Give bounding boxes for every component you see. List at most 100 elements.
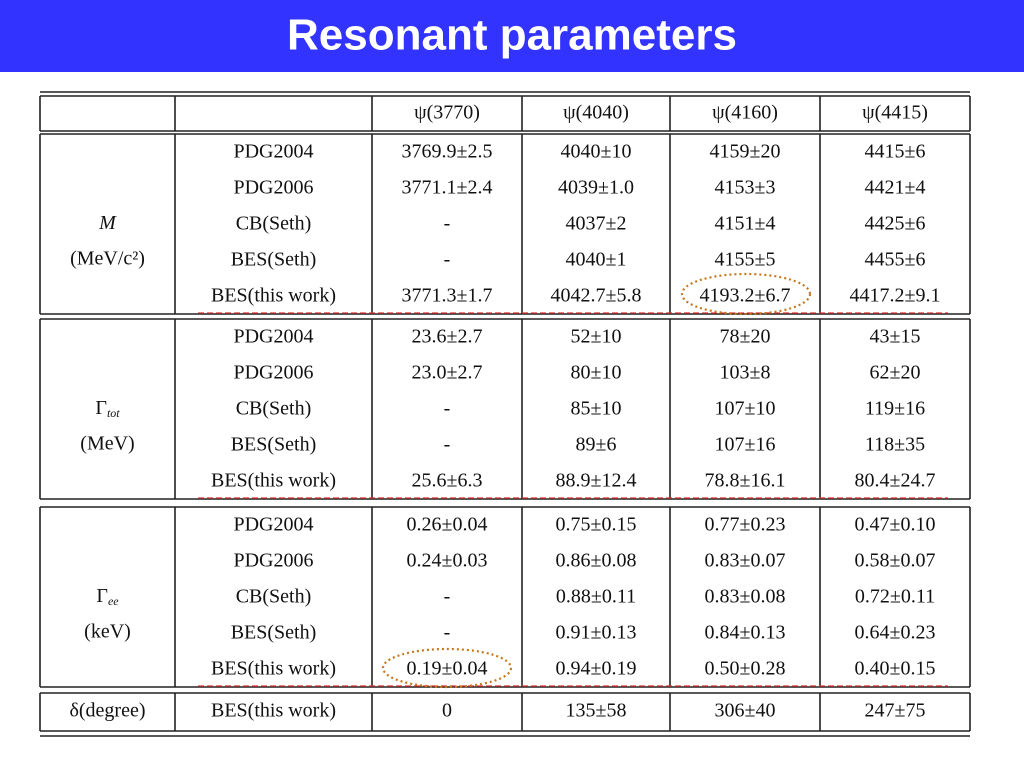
cell-value: 118±35 <box>865 434 925 456</box>
cell-value: 0.84±0.13 <box>705 622 786 644</box>
row-group-unit: (MeV) <box>80 433 134 455</box>
row-group-unit: (keV) <box>84 621 131 643</box>
cell-value: 88.9±12.4 <box>556 470 637 492</box>
cell-value: 78.8±16.1 <box>705 470 786 492</box>
cell-value: 85±10 <box>571 398 622 420</box>
row-label: δ(degree) <box>69 700 145 722</box>
source-label: BES(Seth) <box>231 622 317 644</box>
cell-value: 4040±1 <box>566 249 627 271</box>
cell-value: 43±15 <box>870 326 921 348</box>
table: ψ(3770) ψ(4040) ψ(4160) ψ(4415) M (MeV/c²) PDG… <box>39 91 971 737</box>
cell-value: 4155±5 <box>715 249 776 271</box>
row-group-label: M <box>98 212 117 234</box>
cell-value: - <box>444 434 451 456</box>
cell-value: 0.83±0.08 <box>705 586 786 608</box>
cell-value: 3769.9±2.5 <box>402 141 493 163</box>
cell-value: 25.6±6.3 <box>412 470 483 492</box>
column-header: ψ(4160) <box>712 102 778 124</box>
cell-value: - <box>444 586 451 608</box>
subscript: ee <box>108 594 119 608</box>
cell-value: 4159±20 <box>710 141 781 163</box>
row-group-unit: (MeV/c²) <box>70 248 145 270</box>
cell-value: 135±58 <box>566 700 627 722</box>
cell-value: 52±10 <box>571 326 622 348</box>
source-label: PDG2006 <box>233 177 313 199</box>
cell-value: 4193.2±6.7 <box>700 285 791 307</box>
cell-value: 4415±6 <box>865 141 926 163</box>
cell-value: 4455±6 <box>865 249 926 271</box>
subscript: tot <box>107 406 120 420</box>
cell-value: 3771.1±2.4 <box>402 177 493 199</box>
source-label: BES(Seth) <box>231 434 317 456</box>
cell-value: 119±16 <box>865 398 925 420</box>
cell-value: 89±6 <box>576 434 617 456</box>
source-label: PDG2006 <box>233 550 313 572</box>
cell-value: 0.75±0.15 <box>556 514 637 536</box>
cell-value: 4417.2±9.1 <box>850 285 941 307</box>
row-group-label: Γtot <box>95 397 120 420</box>
cell-value: - <box>444 398 451 420</box>
cell-value: 0.58±0.07 <box>855 550 936 572</box>
cell-value: 0.47±0.10 <box>855 514 936 536</box>
cell-value: 0.72±0.11 <box>855 586 935 608</box>
cell-value: 0.83±0.07 <box>705 550 786 572</box>
cell-value: 23.0±2.7 <box>412 362 483 384</box>
slide-title: Resonant parameters <box>287 11 737 60</box>
cell-value: 0.91±0.13 <box>556 622 637 644</box>
cell-value: 3771.3±1.7 <box>402 285 493 307</box>
cell-value: 4425±6 <box>865 213 926 235</box>
cell-value: 4037±2 <box>566 213 627 235</box>
cell-value: 80±10 <box>571 362 622 384</box>
cell-value: - <box>444 213 451 235</box>
cell-value: 80.4±24.7 <box>855 470 936 492</box>
cell-value: 0.64±0.23 <box>855 622 936 644</box>
column-header: ψ(3770) <box>414 102 480 124</box>
source-label: BES(this work) <box>211 285 336 307</box>
column-header: ψ(4415) <box>862 102 928 124</box>
cell-value: 4421±4 <box>865 177 926 199</box>
cell-value: 0.50±0.28 <box>705 658 786 680</box>
source-label: BES(this work) <box>211 700 336 722</box>
source-label: CB(Seth) <box>236 213 312 235</box>
source-label: BES(Seth) <box>231 249 317 271</box>
cell-value: 107±16 <box>715 434 776 456</box>
row-group-label: Γee <box>96 585 119 608</box>
cell-value: 0.19±0.04 <box>407 658 488 680</box>
source-label: CB(Seth) <box>236 586 312 608</box>
cell-value: 0.86±0.08 <box>556 550 637 572</box>
cell-value: 4153±3 <box>715 177 776 199</box>
source-label: BES(this work) <box>211 658 336 680</box>
column-header: ψ(4040) <box>563 102 629 124</box>
cell-value: 0.88±0.11 <box>556 586 636 608</box>
cell-value: 107±10 <box>715 398 776 420</box>
cell-value: 103±8 <box>720 362 771 384</box>
cell-value: 4040±10 <box>561 141 632 163</box>
cell-value: 4042.7±5.8 <box>551 285 642 307</box>
cell-value: 247±75 <box>865 700 926 722</box>
title-bar <box>0 0 1024 72</box>
symbol: Γ <box>95 397 107 419</box>
cell-value: 0 <box>442 700 452 722</box>
cell-value: 0.26±0.04 <box>407 514 488 536</box>
symbol: Γ <box>96 585 108 607</box>
cell-value: 0.77±0.23 <box>705 514 786 536</box>
source-label: PDG2006 <box>233 362 313 384</box>
cell-value: 23.6±2.7 <box>412 326 483 348</box>
symbol: M <box>98 212 117 234</box>
cell-value: 78±20 <box>720 326 771 348</box>
cell-value: 4039±1.0 <box>558 177 634 199</box>
cell-value: - <box>444 249 451 271</box>
source-label: CB(Seth) <box>236 398 312 420</box>
cell-value: 0.40±0.15 <box>855 658 936 680</box>
highlight <box>680 272 812 316</box>
cell-value: 0.94±0.19 <box>556 658 637 680</box>
cell-value: 4151±4 <box>715 213 776 235</box>
source-label: BES(this work) <box>211 470 336 492</box>
source-label: PDG2004 <box>233 514 313 536</box>
cell-value: 306±40 <box>715 700 776 722</box>
cell-value: 62±20 <box>870 362 921 384</box>
source-label: PDG2004 <box>233 141 313 163</box>
highlight <box>381 647 513 689</box>
source-label: PDG2004 <box>233 326 313 348</box>
